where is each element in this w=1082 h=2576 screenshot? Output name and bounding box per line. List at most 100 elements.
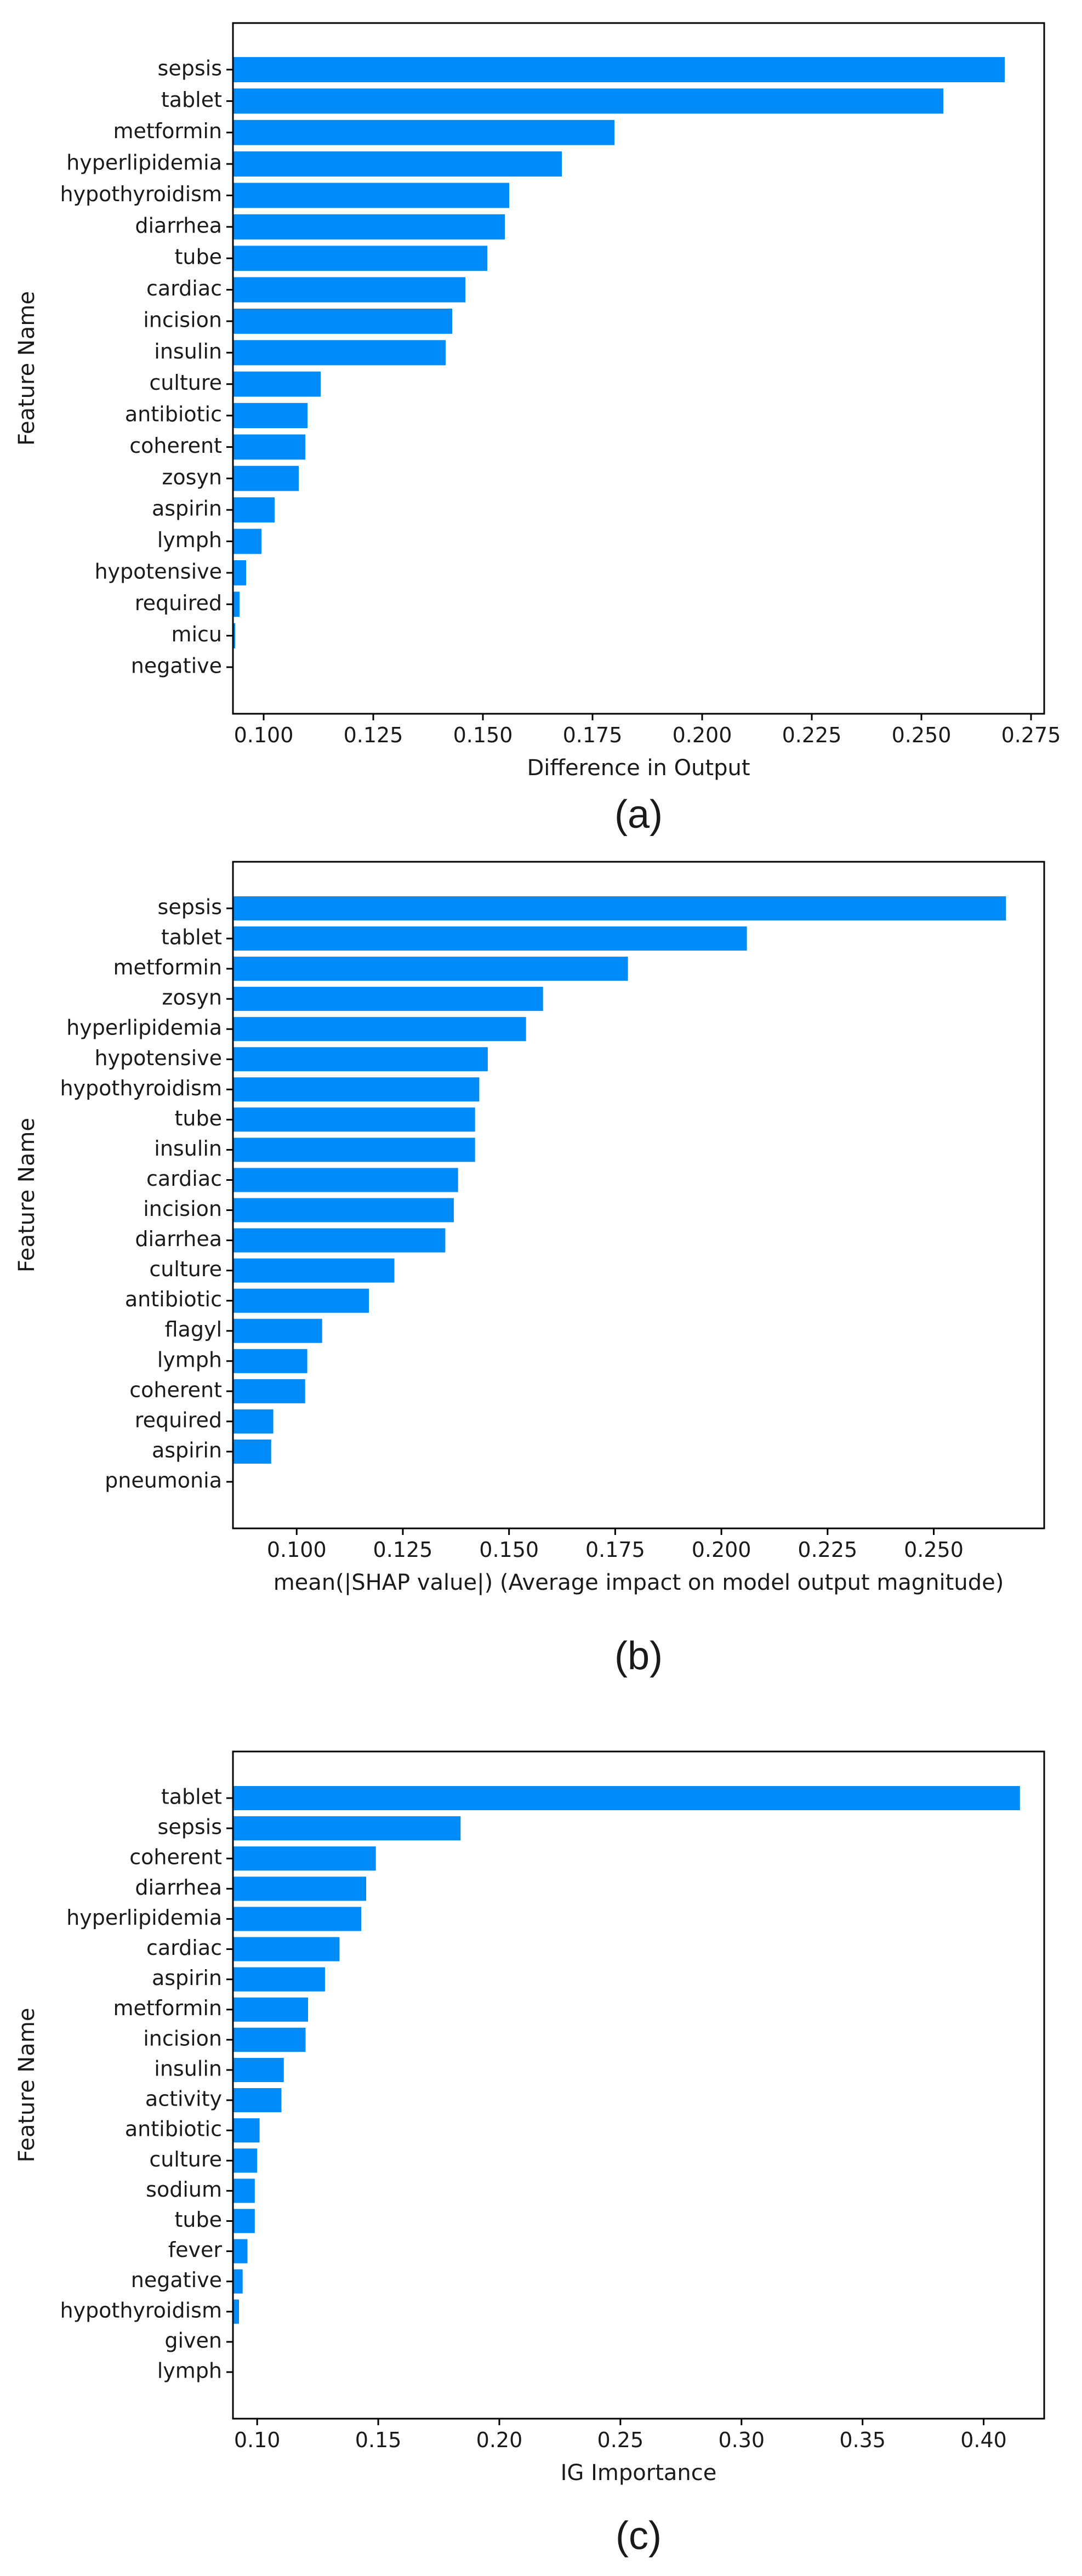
- category-label-hypotensive: hypotensive: [94, 559, 222, 583]
- bar-antibiotic: [233, 2118, 260, 2143]
- bar-tube: [233, 1107, 475, 1132]
- bar-required: [233, 1409, 274, 1434]
- bar-micu: [233, 623, 235, 649]
- category-label-sepsis: sepsis: [158, 895, 222, 919]
- category-label-metformin: metformin: [113, 119, 222, 143]
- category-label-flagyl: flagyl: [165, 1317, 222, 1341]
- category-label-activity: activity: [145, 2087, 222, 2111]
- category-label-insulin: insulin: [154, 1136, 222, 1161]
- category-label-given: given: [164, 2328, 222, 2352]
- xtick-label: 0.20: [476, 2428, 523, 2452]
- bar-incision: [233, 2027, 306, 2052]
- category-label-micu: micu: [171, 622, 222, 646]
- xtick-label: 0.225: [798, 1538, 857, 1562]
- bar-hyperlipidemia: [233, 151, 562, 177]
- category-label-lymph: lymph: [157, 528, 222, 552]
- category-label-metformin: metformin: [113, 956, 222, 980]
- bar-tablet: [233, 1786, 1020, 1811]
- x-axis-title: mean(|SHAP value|) (Average impact on mo…: [274, 1570, 1004, 1595]
- category-label-diarrhea: diarrhea: [135, 213, 222, 237]
- category-label-coherent: coherent: [129, 434, 222, 458]
- y-axis-title: Feature Name: [14, 1118, 39, 1272]
- category-label-aspirin: aspirin: [152, 497, 222, 521]
- bar-cardiac: [233, 1168, 458, 1192]
- bar-culture: [233, 2148, 258, 2173]
- bar-tube: [233, 2209, 255, 2233]
- category-label-culture: culture: [149, 371, 222, 395]
- bar-negative: [233, 2269, 243, 2294]
- category-label-diarrhea: diarrhea: [135, 1227, 222, 1251]
- bar-aspirin: [233, 497, 275, 523]
- panel-caption: (b): [614, 1634, 663, 1678]
- xtick-label: 0.30: [718, 2428, 765, 2452]
- bar-hypothyroidism: [233, 183, 509, 208]
- bar-sepsis: [233, 896, 1006, 920]
- bar-diarrhea: [233, 1228, 446, 1253]
- xtick-label: 0.125: [373, 1538, 433, 1562]
- category-label-hyperlipidemia: hyperlipidemia: [66, 1906, 222, 1930]
- category-label-hyperlipidemia: hyperlipidemia: [66, 1016, 222, 1040]
- category-label-antibiotic: antibiotic: [125, 2117, 222, 2141]
- xtick-label: 0.25: [597, 2428, 644, 2452]
- bars: [233, 896, 1006, 1464]
- category-label-diarrhea: diarrhea: [135, 1875, 222, 1900]
- category-label-culture: culture: [149, 1257, 222, 1281]
- bar-activity: [233, 2088, 282, 2113]
- category-label-tube: tube: [175, 245, 222, 269]
- category-label-fever: fever: [168, 2238, 223, 2262]
- category-label-pneumonia: pneumonia: [105, 1469, 222, 1493]
- category-label-antibiotic: antibiotic: [125, 1287, 222, 1311]
- category-labels: tablet sepsis coherent diarrhea hyperlipidem…: [60, 1785, 233, 2383]
- category-label-zosyn: zosyn: [162, 465, 222, 489]
- bar-cardiac: [233, 1937, 340, 1961]
- bar-tablet: [233, 926, 747, 951]
- bar-required: [233, 592, 240, 617]
- chart-panel-1: sepsis tablet metformin hyperlipidemia hypot…: [14, 22, 1061, 837]
- category-label-hyperlipidemia: hyperlipidemia: [66, 151, 222, 175]
- bar-hyperlipidemia: [233, 1017, 526, 1042]
- xtick-label: 0.100: [234, 723, 294, 747]
- category-label-incision: incision: [143, 1197, 222, 1221]
- bar-tube: [233, 246, 487, 271]
- xtick-label: 0.150: [453, 723, 513, 747]
- category-label-lymph: lymph: [157, 2359, 222, 2383]
- xtick-label: 0.250: [892, 723, 952, 747]
- category-label-hypotensive: hypotensive: [94, 1046, 222, 1070]
- plot-frame: [232, 861, 1045, 1529]
- bar-antibiotic: [233, 1288, 369, 1313]
- bar-metformin: [233, 1997, 308, 2022]
- category-label-required: required: [135, 1408, 222, 1432]
- category-label-incision: incision: [143, 2026, 222, 2050]
- bar-coherent: [233, 1379, 305, 1403]
- category-label-tube: tube: [175, 1106, 222, 1130]
- category-label-insulin: insulin: [154, 2056, 222, 2080]
- panel-caption: (a): [614, 793, 663, 837]
- bar-sodium: [233, 2179, 255, 2203]
- bar-lymph: [233, 1349, 307, 1373]
- bar-aspirin: [233, 1439, 271, 1464]
- category-label-tablet: tablet: [161, 925, 222, 949]
- xtick-label: 0.250: [904, 1538, 964, 1562]
- xtick-label: 0.15: [355, 2428, 402, 2452]
- category-labels: sepsis tablet metformin zosyn hyperlipidemia…: [60, 895, 233, 1493]
- x-axis: 0.10 0.15 0.20 0.25 0.30 0.35 0.40: [234, 2419, 1007, 2452]
- xtick-label: 0.275: [1001, 723, 1061, 747]
- category-label-incision: incision: [143, 308, 222, 332]
- bar-tablet: [233, 88, 943, 114]
- bar-sepsis: [233, 1816, 461, 1841]
- bar-diarrhea: [233, 1876, 366, 1901]
- category-label-antibiotic: antibiotic: [125, 402, 222, 427]
- bar-cardiac: [233, 277, 465, 303]
- y-axis-title: Feature Name: [14, 2008, 39, 2163]
- category-label-tube: tube: [175, 2208, 222, 2232]
- xtick-label: 0.125: [344, 723, 403, 747]
- bar-hypotensive: [233, 1047, 488, 1072]
- bar-flagyl: [233, 1318, 322, 1343]
- category-label-cardiac: cardiac: [146, 1167, 222, 1191]
- category-label-negative: negative: [131, 2268, 222, 2292]
- bar-aspirin: [233, 1967, 325, 1992]
- bar-coherent: [233, 434, 305, 460]
- chart-panel-3: tablet sepsis coherent diarrhea hyperlipidem…: [14, 1750, 1045, 2558]
- bar-zosyn: [233, 987, 543, 1011]
